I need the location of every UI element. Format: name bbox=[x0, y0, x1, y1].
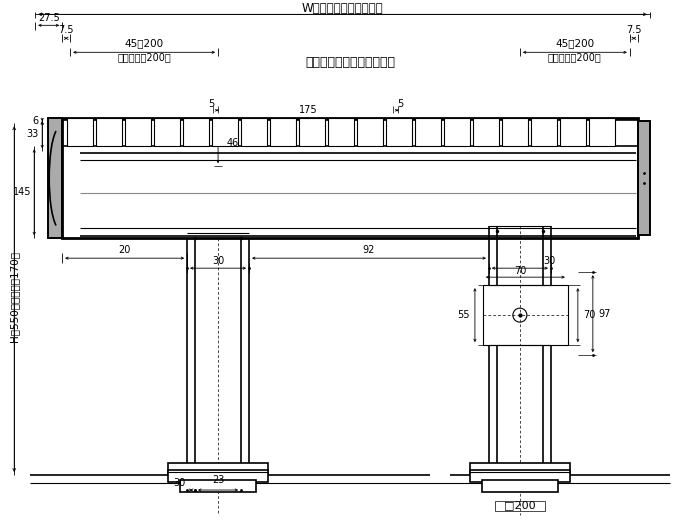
Bar bbox=[62, 118, 637, 238]
Bar bbox=[483, 285, 568, 345]
Text: 6: 6 bbox=[32, 117, 38, 126]
Text: 7.5: 7.5 bbox=[58, 26, 74, 35]
Bar bbox=[473, 118, 499, 146]
Text: 46: 46 bbox=[226, 138, 238, 148]
Text: 175: 175 bbox=[299, 105, 317, 115]
Text: 30: 30 bbox=[212, 256, 224, 266]
Bar bbox=[180, 480, 256, 492]
Text: （標準寸法200）: （標準寸法200） bbox=[117, 52, 171, 62]
Bar bbox=[502, 118, 528, 146]
Text: 45～200: 45～200 bbox=[555, 38, 594, 48]
Bar bbox=[96, 118, 122, 146]
Text: □200: □200 bbox=[504, 500, 536, 510]
Text: W（床板の外－外寸法）: W（床板の外－外寸法） bbox=[302, 2, 383, 15]
Bar bbox=[386, 118, 412, 146]
Text: 92: 92 bbox=[363, 245, 375, 255]
Bar bbox=[470, 463, 570, 475]
Bar bbox=[168, 463, 268, 475]
Bar bbox=[589, 118, 615, 146]
Text: 33: 33 bbox=[26, 129, 38, 139]
Text: 145: 145 bbox=[13, 187, 31, 197]
Text: 70: 70 bbox=[514, 266, 526, 276]
Text: 5: 5 bbox=[208, 99, 214, 109]
Bar bbox=[328, 118, 354, 146]
Text: 23: 23 bbox=[212, 475, 224, 485]
Bar bbox=[183, 118, 209, 146]
Bar bbox=[154, 118, 180, 146]
Text: 束柱ピッチ：最大１８００: 束柱ピッチ：最大１８００ bbox=[305, 56, 395, 69]
Bar bbox=[637, 121, 650, 235]
Bar bbox=[637, 121, 650, 235]
Text: 30: 30 bbox=[173, 478, 185, 488]
Bar bbox=[470, 470, 570, 482]
Text: 7.5: 7.5 bbox=[626, 26, 642, 35]
Bar bbox=[357, 118, 383, 146]
Bar bbox=[67, 118, 93, 146]
Bar bbox=[299, 118, 325, 146]
Text: 27.5: 27.5 bbox=[38, 13, 60, 23]
Text: 5: 5 bbox=[397, 99, 403, 109]
Text: 70: 70 bbox=[583, 310, 595, 320]
Text: （標準寸法200）: （標準寸法200） bbox=[548, 52, 602, 62]
Text: 97: 97 bbox=[598, 309, 611, 319]
Text: 55: 55 bbox=[458, 310, 470, 320]
Text: H：550（切断最小170）: H：550（切断最小170） bbox=[9, 251, 19, 342]
Bar bbox=[48, 118, 62, 238]
Bar bbox=[444, 118, 470, 146]
Bar bbox=[212, 118, 238, 146]
Bar bbox=[48, 118, 62, 238]
Bar bbox=[241, 118, 267, 146]
Bar bbox=[415, 118, 441, 146]
Bar bbox=[168, 470, 268, 482]
Bar bbox=[270, 118, 296, 146]
Text: 20: 20 bbox=[118, 245, 131, 255]
Bar bbox=[560, 118, 586, 146]
Bar bbox=[495, 501, 545, 511]
Bar bbox=[482, 480, 558, 492]
Text: 30: 30 bbox=[544, 256, 556, 266]
Bar bbox=[531, 118, 557, 146]
Bar bbox=[125, 118, 151, 146]
Text: 45～200: 45～200 bbox=[124, 38, 163, 48]
